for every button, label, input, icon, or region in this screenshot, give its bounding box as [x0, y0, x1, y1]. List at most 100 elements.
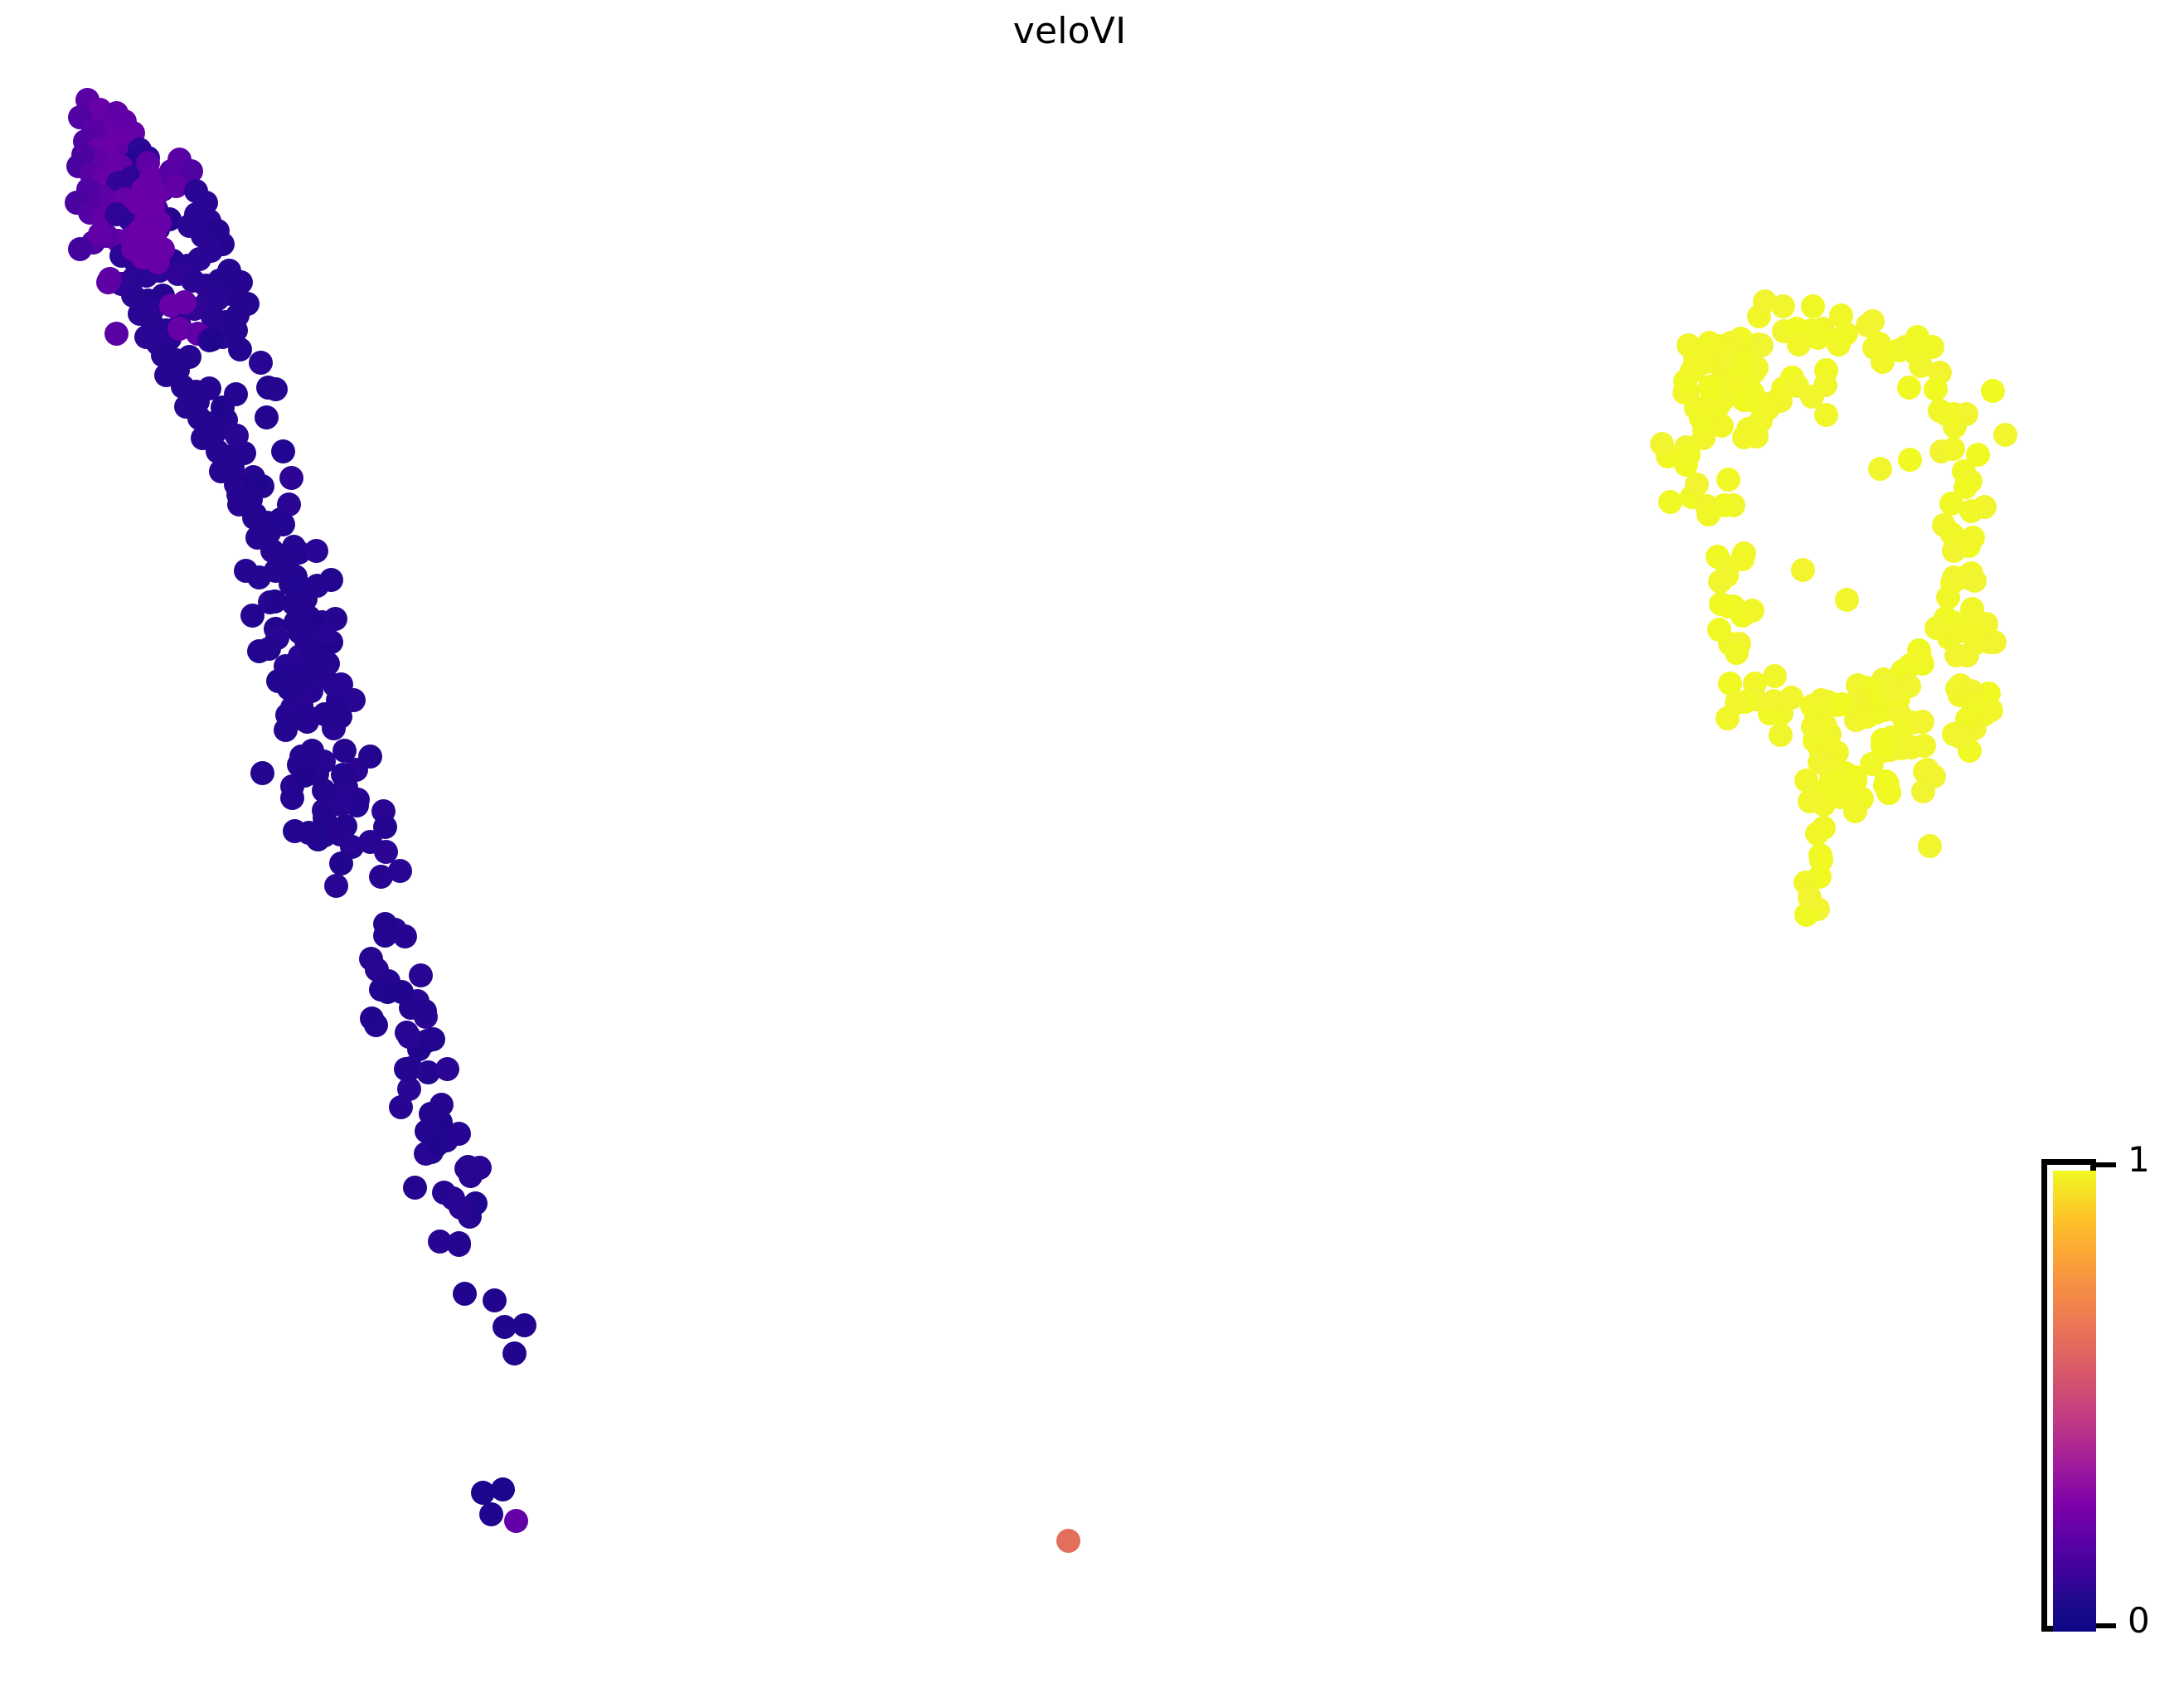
scatter-point-dark [387, 858, 412, 883]
scatter-point-dark [324, 874, 349, 899]
scatter-point-dark [133, 324, 158, 349]
scatter-point-yellow [1842, 798, 1867, 823]
scatter-point-yellow [1732, 424, 1757, 449]
scatter-point-yellow [1708, 570, 1733, 594]
scatter-point-dark [240, 603, 265, 628]
page-title: veloVI [1012, 10, 1127, 52]
scatter-point-yellow [1800, 294, 1825, 319]
scatter-point-dark [264, 376, 289, 401]
scatter-point-dark [250, 760, 274, 785]
scatter-point-yellow [1730, 352, 1754, 377]
scatter-point-yellow [1868, 457, 1893, 482]
scatter-point-yellow [1791, 557, 1816, 582]
scatter-point-yellow [1908, 646, 1933, 671]
scatter-point-yellow [1924, 376, 1949, 401]
scatter-point-yellow [1896, 376, 1921, 400]
scatter-point-yellow [1871, 349, 1895, 374]
scatter-point-dark [256, 636, 281, 661]
scatter-point-dark [390, 979, 415, 1004]
scatter-point-dark [199, 327, 224, 352]
scatter-point-yellow [1963, 569, 1987, 594]
scatter-point-dark [490, 1477, 515, 1501]
scatter-point-yellow [1800, 715, 1825, 740]
scatter-point-yellow [1808, 842, 1832, 867]
scatter-point-dark [425, 1133, 450, 1157]
scatter-point-dark [449, 1195, 473, 1220]
scatter-point-orange-outlier [1056, 1528, 1080, 1553]
scatter-point-dark [329, 672, 354, 696]
colorbar-min-label: 0 [2128, 1600, 2150, 1641]
scatter-point-yellow [1785, 373, 1810, 398]
scatter-point-yellow [1793, 768, 1818, 793]
scatter-point-yellow [1715, 706, 1740, 730]
scatter-point-yellow [1924, 616, 1949, 641]
scatter-point-dark [328, 704, 352, 729]
scatter-point-dark [393, 1057, 418, 1082]
scatter-point-yellow [1769, 722, 1793, 747]
scatter-point-yellow [1698, 396, 1722, 421]
scatter-point-yellow [1876, 771, 1900, 796]
scatter-point-dark [289, 745, 314, 769]
scatter-point-dark [263, 589, 288, 614]
scatter-point-dark [408, 963, 433, 988]
scatter-point-dark [512, 1312, 536, 1337]
scatter-point-dark [279, 466, 303, 490]
scatter-point-dark [87, 221, 112, 246]
scatter-point-dark [276, 676, 301, 701]
scatter-point-yellow [1771, 294, 1796, 319]
scatter-point-yellow [1750, 332, 1774, 357]
scatter-point-dark [296, 820, 321, 845]
scatter-point-yellow [1829, 692, 1854, 717]
scatter-point-yellow [1979, 697, 2004, 722]
scatter-point-dark [270, 512, 295, 537]
scatter-point-yellow [1707, 334, 1732, 359]
scatter-point-yellow [1813, 373, 1838, 398]
scatter-point-dark [328, 822, 353, 847]
scatter-point-yellow [1798, 885, 1822, 910]
scatter-point-yellow [1954, 643, 1979, 667]
colorbar-frame [2041, 1159, 2096, 1632]
scatter-point-dark [388, 1095, 413, 1120]
scatter-point-yellow [1936, 584, 1961, 609]
scatter-point-dark [95, 269, 120, 294]
scatter-point-yellow [1871, 734, 1895, 759]
scatter-point-yellow [1881, 678, 1905, 703]
scatter-point-dark [503, 1508, 528, 1533]
scatter-point-dark [332, 739, 357, 764]
scatter-point-dark [120, 236, 145, 261]
scatter-point-yellow [1942, 414, 1967, 439]
colorbar-tick-max [2096, 1162, 2116, 1167]
colorbar-max-label: 1 [2128, 1139, 2150, 1180]
scatter-point-dark [67, 236, 92, 261]
scatter-point-yellow [1697, 375, 1722, 400]
colorbar[interactable]: 1 0 [2041, 1139, 2174, 1641]
scatter-point-dark [224, 381, 249, 406]
scatter-point-yellow [1706, 618, 1731, 643]
scatter-point-dark [396, 1025, 421, 1050]
scatter-point-dark [236, 485, 261, 510]
scatter-point-dark [482, 1288, 507, 1312]
scatter-point-dark [270, 439, 295, 464]
scatter-point-dark [360, 1006, 385, 1031]
scatter-point-yellow [1828, 303, 1853, 328]
scatter-point-dark [372, 911, 397, 936]
scatter-point-yellow [1910, 779, 1935, 803]
scatter-point-dark [283, 609, 308, 634]
scatter-point-yellow [1798, 788, 1822, 813]
scatter-point-dark [300, 638, 325, 662]
scatter-point-dark [502, 1341, 527, 1365]
scatter-point-dark [250, 510, 274, 535]
scatter-point-yellow [1716, 467, 1740, 492]
scatter-point-dark [158, 293, 183, 318]
scatter-point-yellow [1958, 499, 1983, 524]
scatter-point-dark [434, 1056, 459, 1081]
scatter-point-dark [284, 570, 309, 594]
scatter-point-yellow [1834, 587, 1859, 612]
scatter-point-yellow [1993, 423, 2018, 448]
scatter-point-yellow [1740, 599, 1764, 623]
scatter-point-dark [420, 1026, 445, 1051]
scatter-point-yellow [1917, 833, 1942, 858]
scatter-point-dark [452, 1281, 477, 1306]
